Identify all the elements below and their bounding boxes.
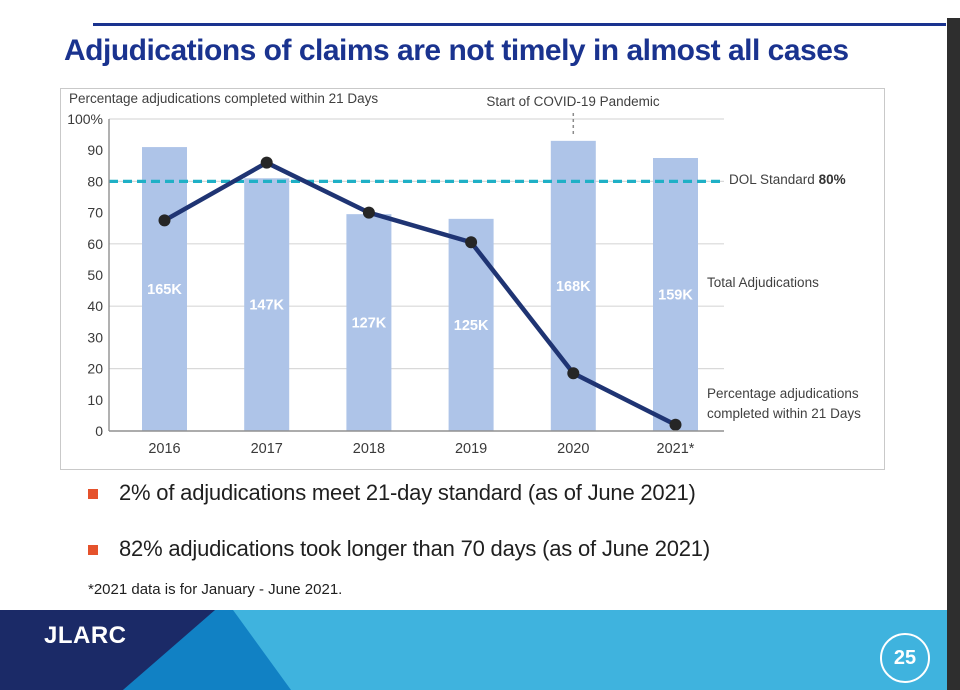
x-tick-label: 2016 xyxy=(148,441,180,457)
jlarc-logo: JLARC xyxy=(44,622,127,649)
footer-mid-blue-triangle xyxy=(123,610,291,690)
covid-annotation: Start of COVID-19 Pandemic xyxy=(486,94,660,109)
y-tick-label: 40 xyxy=(87,298,103,314)
y-tick-label: 50 xyxy=(87,267,103,283)
bar-value-label: 168K xyxy=(556,279,591,295)
line-marker xyxy=(669,418,682,431)
bar-value-label: 159K xyxy=(658,288,693,304)
plot-svg: 165K 147K 127K 125K 168K 159K 100% 90 80 70 60 50 40… xyxy=(67,111,724,457)
x-tick-label: 2020 xyxy=(557,441,589,457)
y-tick-label: 20 xyxy=(87,361,103,377)
y-tick-label: 30 xyxy=(87,329,103,345)
chart-title: Percentage adjudications completed withi… xyxy=(69,91,379,106)
bullet-2: 82% adjudications took longer than 70 da… xyxy=(119,536,710,561)
y-tick-label: 0 xyxy=(95,423,103,439)
bullet-1: 2% of adjudications meet 21-day standard… xyxy=(119,480,696,505)
bar xyxy=(346,214,392,431)
x-tick-label: 2021* xyxy=(657,441,695,457)
bar-value-label: 127K xyxy=(352,316,387,332)
dol-standard-value: 80% xyxy=(818,172,846,187)
x-tick-label: 2017 xyxy=(251,441,283,457)
dol-standard-text: DOL Standard xyxy=(729,172,819,187)
y-tick-label: 70 xyxy=(87,205,103,221)
bar xyxy=(653,158,698,431)
y-tick-label: 60 xyxy=(87,236,103,252)
bar-series-label: Total Adjudications xyxy=(707,275,819,290)
bar xyxy=(244,178,290,431)
page-number: 25 xyxy=(893,646,917,669)
y-tick-label: 100% xyxy=(67,111,103,127)
line-series-label-line2: completed within 21 Days xyxy=(707,406,861,421)
x-tick-label: 2019 xyxy=(455,441,487,457)
bar-value-label: 147K xyxy=(249,298,284,314)
footer-navy-wedge xyxy=(0,610,215,690)
bar xyxy=(448,218,494,431)
footer-banner xyxy=(0,610,960,690)
line-marker xyxy=(567,367,580,380)
chart-container: Percentage adjudications completed withi… xyxy=(60,88,885,470)
line-marker xyxy=(260,156,273,169)
y-tick-label: 90 xyxy=(87,142,103,158)
x-tick-label: 2018 xyxy=(353,441,385,457)
line-marker xyxy=(158,214,171,227)
bullet-icon xyxy=(88,489,98,499)
bar xyxy=(142,147,187,431)
footnote: *2021 data is for January - June 2021. xyxy=(88,581,343,598)
line-marker xyxy=(362,206,375,219)
page-number-badge: 25 xyxy=(880,633,930,683)
line-series-label: Percentage adjudications completed withi… xyxy=(707,384,861,424)
bar-value-label: 125K xyxy=(454,318,489,334)
title-rule xyxy=(93,23,946,26)
bullet-icon xyxy=(88,545,98,555)
y-tick-label: 80 xyxy=(87,173,103,189)
bar-value-label: 165K xyxy=(147,282,182,298)
line-marker xyxy=(465,236,478,249)
screen-edge-strip xyxy=(947,18,960,690)
y-tick-label: 10 xyxy=(87,392,103,408)
pct-line xyxy=(163,160,677,427)
line-series-label-line1: Percentage adjudications xyxy=(707,386,859,401)
page-title: Adjudications of claims are not timely i… xyxy=(64,34,849,67)
dol-standard-label: DOL Standard 80% xyxy=(729,172,846,187)
